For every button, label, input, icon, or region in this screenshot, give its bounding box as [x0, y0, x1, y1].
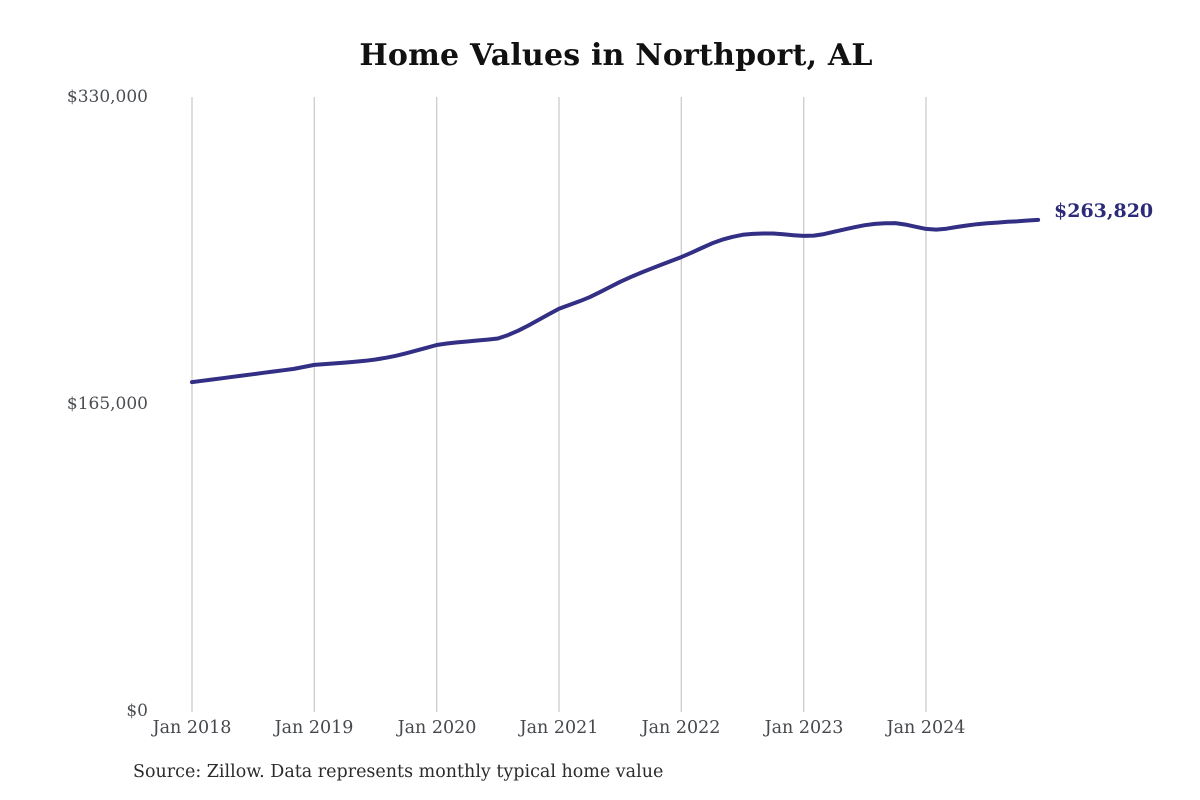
- source-note: Source: Zillow. Data represents monthly …: [133, 762, 664, 782]
- y-axis-tick-label: $0: [126, 701, 148, 721]
- y-axis-tick-label: $165,000: [66, 394, 148, 414]
- x-axis-tick-label: Jan 2021: [519, 718, 599, 738]
- x-axis-tick-label: Jan 2023: [764, 718, 844, 738]
- x-axis-tick-label: Jan 2018: [152, 718, 232, 738]
- series-line: [190, 217, 1041, 385]
- x-axis-tick-label: Jan 2020: [397, 718, 477, 738]
- x-axis-tick-label: Jan 2022: [641, 718, 721, 738]
- series-end-value-label: $263,820: [1054, 200, 1154, 222]
- chart-title: Home Values in Northport, AL: [359, 38, 873, 73]
- x-axis-tick-label: Jan 2019: [274, 718, 354, 738]
- y-axis-tick-label: $330,000: [66, 87, 148, 107]
- x-axis-tick-label: Jan 2024: [886, 718, 966, 738]
